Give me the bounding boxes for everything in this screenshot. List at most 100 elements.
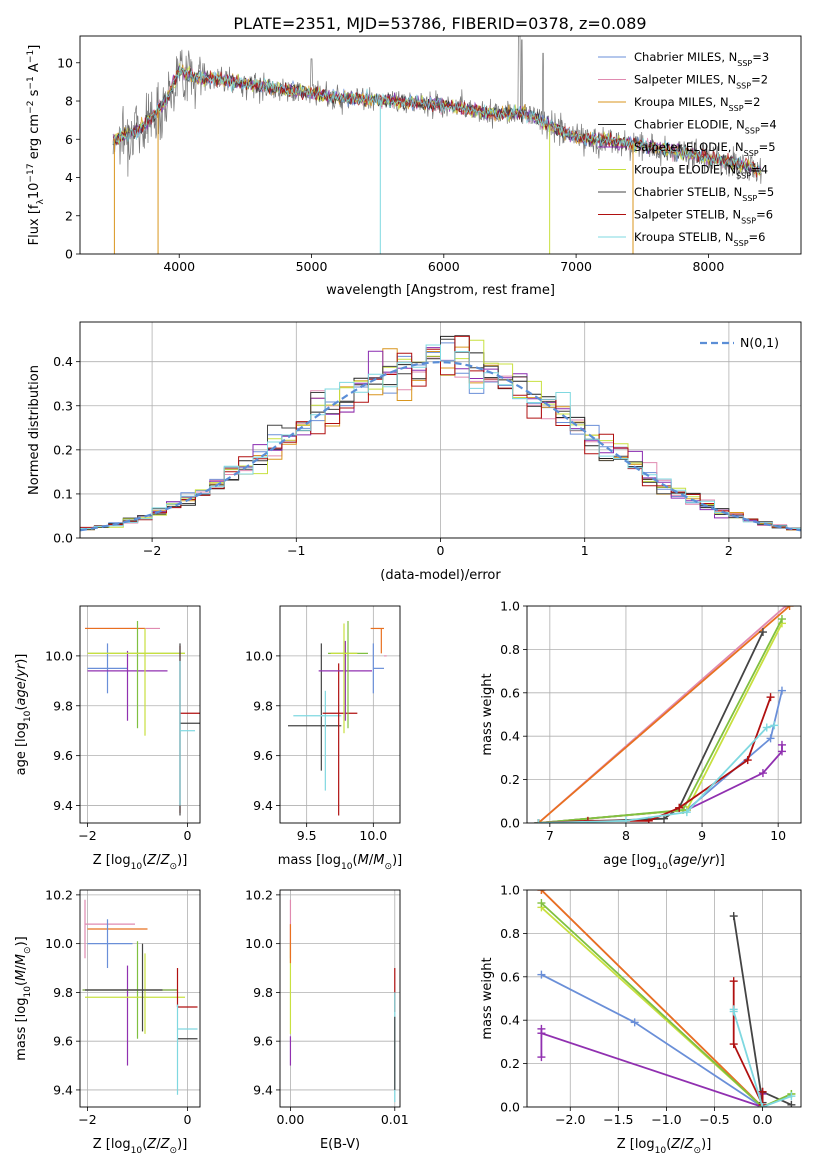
y-tick-label: 10.0 [45,936,73,951]
legend-entry-label: Kroupa MILES, NSSP=2 [634,95,760,113]
plot-area [527,890,801,1107]
x-tick-label: −0.5 [699,1112,729,1127]
y-tick-label: 9.4 [53,1082,73,1097]
y-tick-label: 0.4 [500,1013,520,1028]
mass-weight-series-line [732,981,764,1106]
model-spectrum-line [112,64,762,173]
x-tick-label: 0.01 [381,1112,409,1127]
y-tick-label: 9.8 [253,985,273,1000]
mass-weight-series-line [540,973,764,1107]
y-tick-label: 0.3 [53,398,73,413]
x-axis-label: mass [log10(M/M⊙)] [278,853,402,872]
y-tick-label: 9.8 [53,698,73,713]
y-tick-label: 0.2 [500,1056,520,1071]
x-axis-label: E(B-V) [320,1137,360,1152]
x-axis-label: age [log10(age/yr)] [603,853,725,872]
plot-area [280,890,400,1107]
y-tick-label: 9.8 [53,985,73,1000]
x-tick-label: 9.5 [297,828,317,843]
mass-weight-series-line [538,622,783,823]
y-tick-label: 0.0 [53,531,73,546]
mass-weight-series-line [540,1028,764,1107]
x-tick-label: −1 [287,543,305,558]
y-tick-label: 10.2 [45,887,73,902]
y-tick-label: 10.0 [245,648,273,663]
y-tick-label: 0.2 [500,772,520,787]
panel-age_vs_mass: 9.5 10.0 9.4 9.6 9.8 10.0 mass [log10(M/M⊙)] [245,605,402,872]
x-tick-label: 1 [581,543,589,558]
x-tick-label: −2.0 [555,1112,585,1127]
y-tick-label: 9.6 [253,1034,273,1049]
y-tick-label: 1.0 [500,883,520,898]
x-tick-label: 7 [546,828,554,843]
plot-area [80,890,200,1107]
y-tick-label: 9.8 [253,698,273,713]
mass-weight-series-line [540,890,764,1107]
x-axis-label: Z [log10(Z/Z⊙)] [93,1137,188,1156]
panel-massweight_vs_Z: −2.0 −1.5 −1.0 −0.5 0.0 0.0 0.2 0.4 0.6 0.8 1.0 Z [… [480,883,802,1156]
axes-frame [526,889,802,1108]
mass-weight-series-line [540,902,792,1107]
axes-frame [279,889,401,1108]
y-tick-label: 9.6 [53,1034,73,1049]
x-tick-label: 0 [437,543,445,558]
model-spectrum-line [112,69,762,178]
panel-age_vs_Z: −2 0 9.4 9.6 9.8 10.0 Z [log10(Z/Z⊙)] age [log1… [14,605,201,872]
y-tick-label: 0.4 [500,729,520,744]
y-tick-label: 0.2 [53,442,73,457]
x-axis-label: Z [log10(Z/Z⊙)] [93,853,188,872]
x-tick-label: 0.00 [277,1112,305,1127]
x-tick-label: 6000 [428,259,460,274]
panel-mass_vs_ebv: 0.00 0.01 9.4 9.6 9.8 10.0 10.2 E(B-V) [245,887,409,1152]
y-tick-label: 0.1 [53,486,73,501]
x-tick-label: 5000 [296,259,328,274]
plot-area [112,36,762,254]
y-axis-label: mass [log10(M/M⊙)] [14,936,33,1060]
y-tick-label: 8 [65,94,73,109]
x-tick-label: 0 [184,1112,192,1127]
mass-weight-series-line [537,606,791,823]
normal-distribution-curve [80,360,801,532]
y-tick-label: 0.0 [500,816,520,831]
x-tick-label: −1.5 [603,1112,633,1127]
axes-frame [79,321,802,539]
legend-entry-label: Salpeter STELIB, NSSP=6 [634,208,773,226]
axes-frame [79,889,201,1108]
axes-frame [279,605,401,824]
plot-area [280,606,400,823]
x-tick-label: 4000 [163,259,195,274]
y-tick-label: 9.4 [253,1082,273,1097]
y-tick-label: 10 [57,55,73,70]
y-tick-label: 0 [65,247,73,262]
legend-entry-label: Chabrier ELODIE, NSSP=4 [634,118,777,136]
panel-residuals: −2 −1 0 1 2 0.0 0.1 0.2 0.3 0.4 (data-model)/error… [27,321,802,583]
y-tick-label: 0.8 [500,926,520,941]
x-tick-label: 10.0 [359,828,387,843]
mass-weight-series-line [538,724,775,823]
spectrum-legend: Chabrier MILES, NSSP=3 Salpeter MILES, NS… [598,50,777,248]
plot-area [80,606,200,823]
y-axis-label: mass weight [480,957,495,1039]
y-axis-label: age [log10(age/yr)] [14,654,33,776]
legend-entry-label: Chabrier STELIB, NSSP=5 [634,185,774,203]
x-axis-label: wavelength [Angstrom, rest frame] [326,283,555,298]
x-axis-label: (data-model)/error [380,568,501,583]
x-tick-label: 8 [622,828,630,843]
y-tick-label: 10.0 [45,648,73,663]
axes-frame [526,605,802,824]
y-tick-label: 10.2 [245,887,273,902]
y-tick-label: 0.6 [500,685,520,700]
model-spectrum-line [112,63,762,176]
x-tick-label: −2 [143,543,161,558]
figure-title: PLATE=2351, MJD=53786, FIBERID=0378, z=0… [233,14,646,33]
panel-mass_vs_Z: −2 0 9.4 9.6 9.8 10.0 10.2 Z [log10(Z/Z⊙)] mass … [14,887,201,1156]
y-tick-label: 4 [65,170,73,185]
legend-entry-label: Kroupa ELODIE, NSSP=4 [634,163,768,181]
x-tick-label: 9 [698,828,706,843]
x-tick-label: −2 [78,1112,96,1127]
legend-entry-label: N(0,1) [740,335,779,350]
y-tick-label: 1.0 [500,599,520,614]
x-tick-label: 0 [184,828,192,843]
y-tick-label: 2 [65,208,73,223]
